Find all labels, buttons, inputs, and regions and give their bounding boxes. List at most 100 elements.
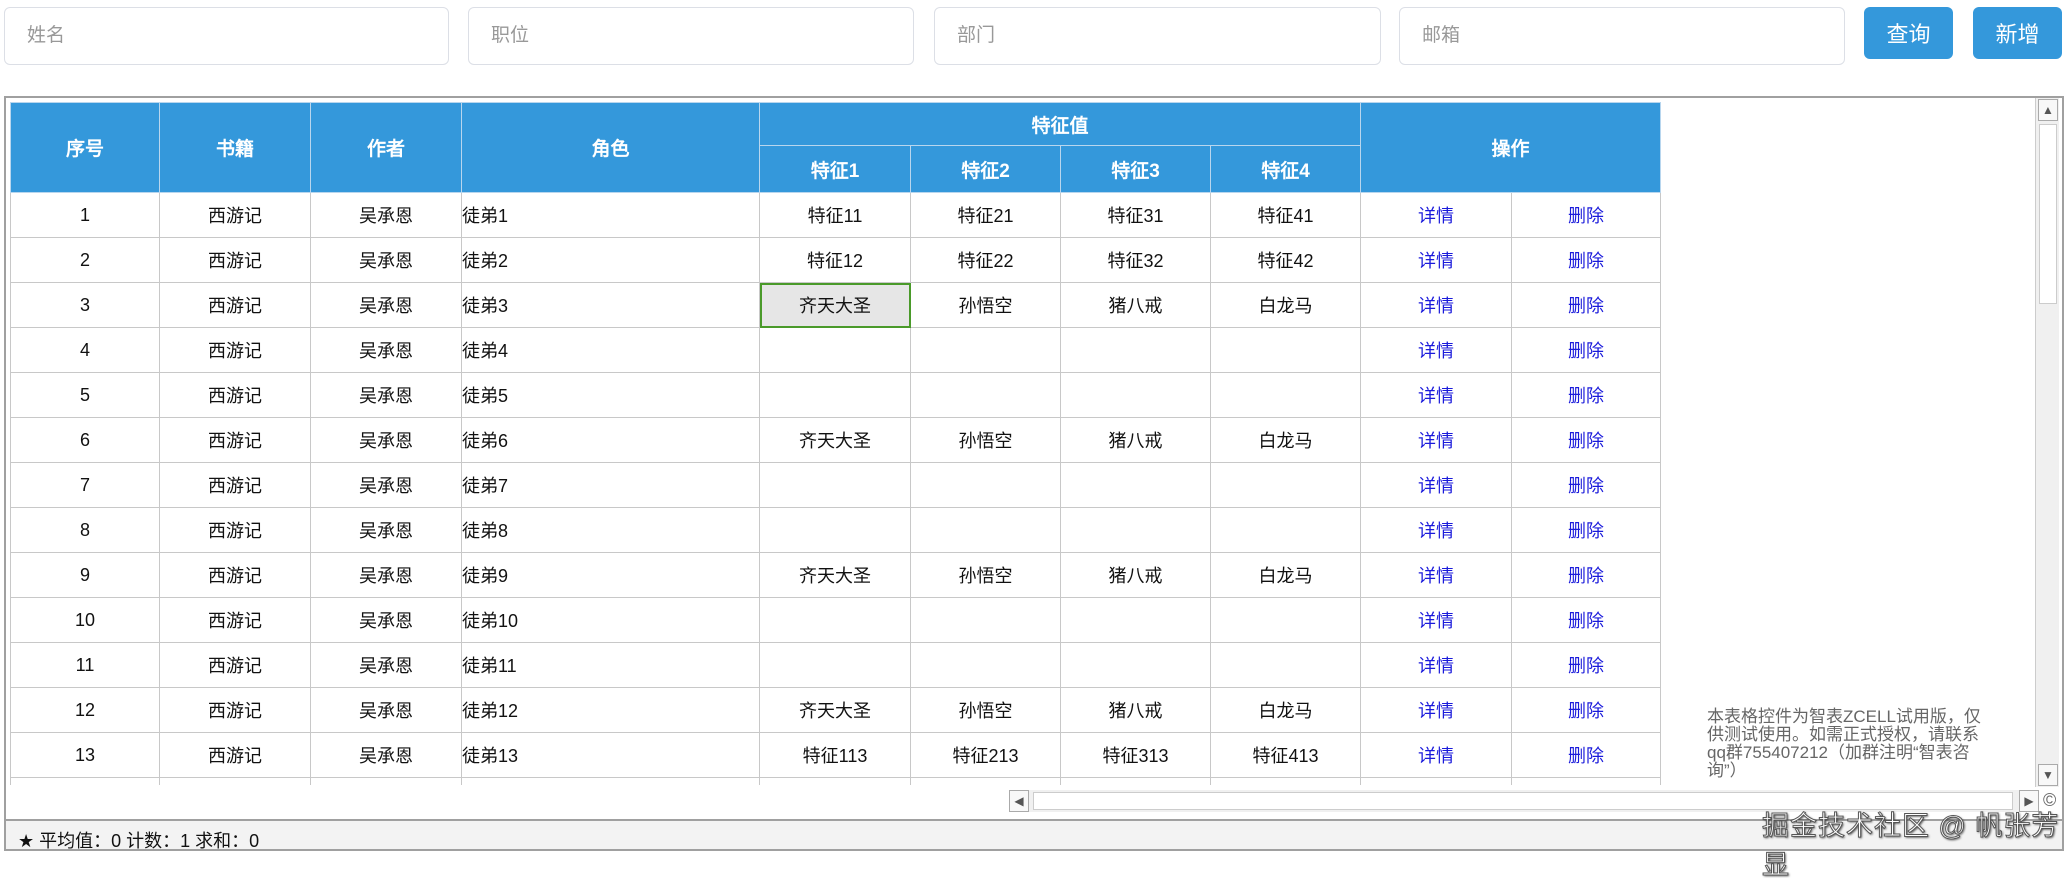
cell-feature-3[interactable] bbox=[1060, 507, 1211, 553]
cell-feature-2[interactable]: 特征21 bbox=[910, 192, 1061, 238]
cell-feature-2[interactable] bbox=[910, 597, 1061, 643]
cell-book[interactable] bbox=[159, 777, 311, 785]
cell-feature-3[interactable]: 猪八戒 bbox=[1060, 552, 1211, 598]
cell-detail-link[interactable] bbox=[1360, 777, 1512, 785]
cell-feature-2[interactable] bbox=[910, 462, 1061, 508]
name-input[interactable] bbox=[4, 7, 449, 65]
query-button[interactable]: 查询 bbox=[1864, 7, 1953, 59]
cell-author[interactable]: 吴承恩 bbox=[310, 552, 462, 598]
cell-detail-link[interactable]: 详情 bbox=[1360, 597, 1512, 643]
cell-author[interactable]: 吴承恩 bbox=[310, 642, 462, 688]
vertical-scroll-thumb[interactable] bbox=[2039, 124, 2057, 304]
cell-feature-4[interactable]: 特征413 bbox=[1210, 732, 1361, 778]
cell-feature-4[interactable] bbox=[1210, 462, 1361, 508]
cell-role[interactable]: 徒弟8 bbox=[461, 507, 760, 553]
horizontal-scroll-thumb[interactable] bbox=[1033, 792, 2013, 810]
cell-role[interactable] bbox=[461, 777, 760, 785]
cell-feature-4[interactable] bbox=[1210, 507, 1361, 553]
cell-feature-2[interactable]: 孙悟空 bbox=[910, 282, 1061, 328]
cell-detail-link[interactable]: 详情 bbox=[1360, 642, 1512, 688]
cell-feature-1[interactable]: 齐天大圣 bbox=[759, 687, 911, 733]
cell-feature-3[interactable]: 猪八戒 bbox=[1060, 282, 1211, 328]
cell-delete-link[interactable]: 删除 bbox=[1511, 372, 1661, 418]
cell-feature-1[interactable]: 特征12 bbox=[759, 237, 911, 283]
cell-feature-2[interactable]: 孙悟空 bbox=[910, 417, 1061, 463]
cell-role[interactable]: 徒弟6 bbox=[461, 417, 760, 463]
cell-book[interactable]: 西游记 bbox=[159, 462, 311, 508]
cell-book[interactable]: 西游记 bbox=[159, 642, 311, 688]
cell-feature-1[interactable] bbox=[759, 597, 911, 643]
cell-feature-4[interactable]: 白龙马 bbox=[1210, 417, 1361, 463]
cell-feature-4[interactable]: 白龙马 bbox=[1210, 687, 1361, 733]
cell-index[interactable]: 13 bbox=[10, 732, 160, 778]
cell-feature-4[interactable]: 白龙马 bbox=[1210, 282, 1361, 328]
cell-book[interactable]: 西游记 bbox=[159, 327, 311, 373]
cell-feature-4[interactable]: 白龙马 bbox=[1210, 552, 1361, 598]
email-input[interactable] bbox=[1399, 7, 1845, 65]
cell-feature-2[interactable]: 孙悟空 bbox=[910, 687, 1061, 733]
cell-detail-link[interactable]: 详情 bbox=[1360, 687, 1512, 733]
cell-feature-2[interactable]: 孙悟空 bbox=[910, 552, 1061, 598]
cell-role[interactable]: 徒弟13 bbox=[461, 732, 760, 778]
cell-author[interactable]: 吴承恩 bbox=[310, 687, 462, 733]
cell-feature-3[interactable]: 猪八戒 bbox=[1060, 687, 1211, 733]
cell-feature-2[interactable] bbox=[910, 327, 1061, 373]
cell-role[interactable]: 徒弟4 bbox=[461, 327, 760, 373]
cell-index[interactable]: 1 bbox=[10, 192, 160, 238]
cell-delete-link[interactable]: 删除 bbox=[1511, 732, 1661, 778]
cell-feature-2[interactable]: 特征213 bbox=[910, 732, 1061, 778]
scroll-right-icon[interactable]: ▶ bbox=[2019, 790, 2039, 812]
cell-feature-3[interactable]: 猪八戒 bbox=[1060, 417, 1211, 463]
cell-detail-link[interactable]: 详情 bbox=[1360, 237, 1512, 283]
cell-feature-2[interactable] bbox=[910, 372, 1061, 418]
cell-feature-1[interactable]: 齐天大圣 bbox=[759, 417, 911, 463]
cell-feature-3[interactable] bbox=[1060, 642, 1211, 688]
scroll-left-icon[interactable]: ◀ bbox=[1009, 790, 1029, 812]
cell-detail-link[interactable]: 详情 bbox=[1360, 372, 1512, 418]
cell-role[interactable]: 徒弟3 bbox=[461, 282, 760, 328]
cell-book[interactable]: 西游记 bbox=[159, 507, 311, 553]
cell-delete-link[interactable] bbox=[1511, 777, 1661, 785]
cell-role[interactable]: 徒弟5 bbox=[461, 372, 760, 418]
cell-feature-2[interactable] bbox=[910, 507, 1061, 553]
cell-role[interactable]: 徒弟2 bbox=[461, 237, 760, 283]
department-input[interactable] bbox=[934, 7, 1381, 65]
cell-feature-2[interactable]: 特征22 bbox=[910, 237, 1061, 283]
cell-delete-link[interactable]: 删除 bbox=[1511, 327, 1661, 373]
cell-detail-link[interactable]: 详情 bbox=[1360, 507, 1512, 553]
cell-feature-4[interactable] bbox=[1210, 777, 1361, 785]
cell-detail-link[interactable]: 详情 bbox=[1360, 327, 1512, 373]
cell-detail-link[interactable]: 详情 bbox=[1360, 462, 1512, 508]
cell-delete-link[interactable]: 删除 bbox=[1511, 417, 1661, 463]
cell-delete-link[interactable]: 删除 bbox=[1511, 642, 1661, 688]
cell-feature-3[interactable] bbox=[1060, 777, 1211, 785]
cell-feature-4[interactable]: 特征42 bbox=[1210, 237, 1361, 283]
cell-index[interactable]: 7 bbox=[10, 462, 160, 508]
cell-feature-4[interactable]: 特征41 bbox=[1210, 192, 1361, 238]
cell-role[interactable]: 徒弟10 bbox=[461, 597, 760, 643]
cell-delete-link[interactable]: 删除 bbox=[1511, 192, 1661, 238]
cell-delete-link[interactable]: 删除 bbox=[1511, 507, 1661, 553]
cell-delete-link[interactable]: 删除 bbox=[1511, 282, 1661, 328]
cell-detail-link[interactable]: 详情 bbox=[1360, 282, 1512, 328]
cell-index[interactable]: 10 bbox=[10, 597, 160, 643]
cell-index[interactable]: 9 bbox=[10, 552, 160, 598]
cell-index[interactable]: 12 bbox=[10, 687, 160, 733]
cell-author[interactable]: 吴承恩 bbox=[310, 237, 462, 283]
cell-delete-link[interactable]: 删除 bbox=[1511, 237, 1661, 283]
cell-book[interactable]: 西游记 bbox=[159, 417, 311, 463]
vertical-scrollbar[interactable]: ▲ ▼ bbox=[2035, 98, 2059, 787]
cell-book[interactable]: 西游记 bbox=[159, 597, 311, 643]
cell-feature-4[interactable] bbox=[1210, 597, 1361, 643]
cell-feature-1[interactable]: 特征113 bbox=[759, 732, 911, 778]
cell-index[interactable]: 8 bbox=[10, 507, 160, 553]
cell-index[interactable]: 5 bbox=[10, 372, 160, 418]
cell-author[interactable]: 吴承恩 bbox=[310, 372, 462, 418]
cell-feature-1[interactable] bbox=[759, 462, 911, 508]
cell-delete-link[interactable]: 删除 bbox=[1511, 462, 1661, 508]
cell-delete-link[interactable]: 删除 bbox=[1511, 597, 1661, 643]
cell-feature-3[interactable]: 特征31 bbox=[1060, 192, 1211, 238]
cell-role[interactable]: 徒弟1 bbox=[461, 192, 760, 238]
cell-role[interactable]: 徒弟7 bbox=[461, 462, 760, 508]
cell-author[interactable]: 吴承恩 bbox=[310, 507, 462, 553]
